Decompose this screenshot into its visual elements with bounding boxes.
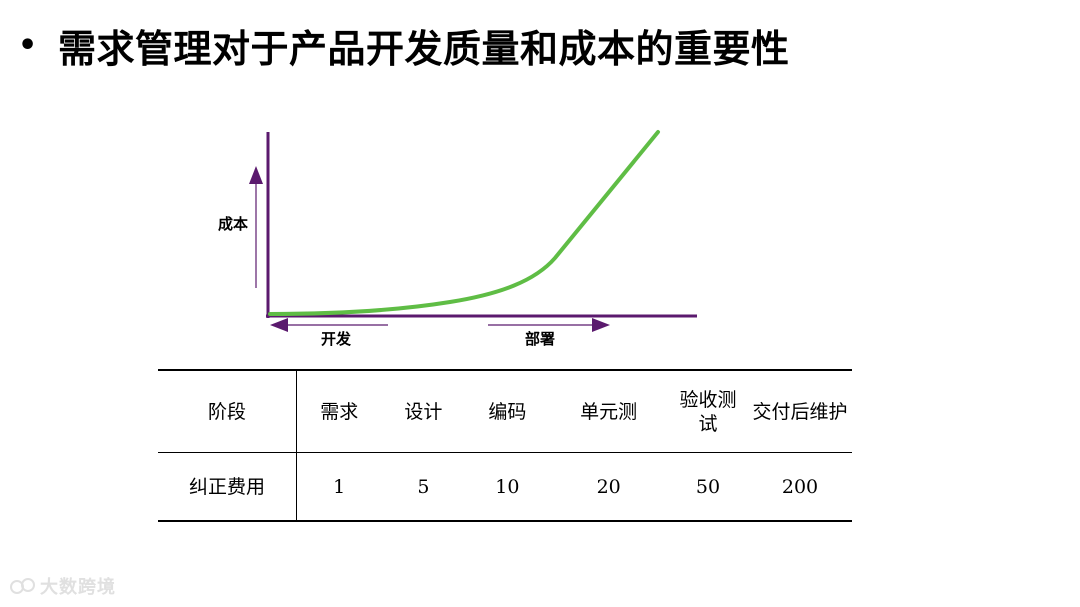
watermark: 大数跨境 xyxy=(10,573,116,599)
cost-cell: 5 xyxy=(381,452,466,522)
cost-cell: 1 xyxy=(296,452,382,522)
dev-label: 开发 xyxy=(321,330,352,348)
y-arrow-head-icon xyxy=(249,166,263,184)
deploy-arrow-head-icon xyxy=(592,318,610,332)
cost-cell: 200 xyxy=(748,452,852,522)
cost-curve-chart: 成本 开发 部署 xyxy=(218,130,697,348)
cost-cell: 50 xyxy=(668,452,748,522)
stage-cell: 交付后维护 xyxy=(748,369,852,453)
stage-cell: 需求 xyxy=(296,369,382,453)
slide-title: • 需求管理对于产品开发质量和成本的重要性 xyxy=(18,18,790,73)
stage-cell: 设计 xyxy=(381,369,466,453)
watermark-logo-icon xyxy=(10,578,35,594)
cost-cell: 20 xyxy=(549,452,668,522)
watermark-text: 大数跨境 xyxy=(40,577,116,598)
stage-cell: 验收测试 xyxy=(668,369,748,453)
bullet-icon: • xyxy=(18,28,38,63)
title-text: 需求管理对于产品开发质量和成本的重要性 xyxy=(58,27,790,71)
cost-cell: 10 xyxy=(465,452,550,522)
dev-arrow-head-icon xyxy=(270,318,288,332)
cost-value-row: 纠正费用 1 5 10 20 50 200 xyxy=(158,452,852,522)
correction-cost-table: 阶段 需求 设计 编码 单元测 验收测试 交付后维护 纠正费用 1 5 10 2… xyxy=(158,369,852,522)
deploy-label: 部署 xyxy=(525,330,555,348)
stage-header-row: 阶段 需求 设计 编码 单元测 验收测试 交付后维护 xyxy=(158,369,852,453)
stage-cell: 单元测 xyxy=(549,369,668,453)
y-axis-label: 成本 xyxy=(218,215,248,233)
cost-row-label: 纠正费用 xyxy=(158,452,297,522)
cost-curve xyxy=(268,130,660,316)
stage-header-label: 阶段 xyxy=(158,369,297,453)
stage-cell: 编码 xyxy=(465,369,550,453)
